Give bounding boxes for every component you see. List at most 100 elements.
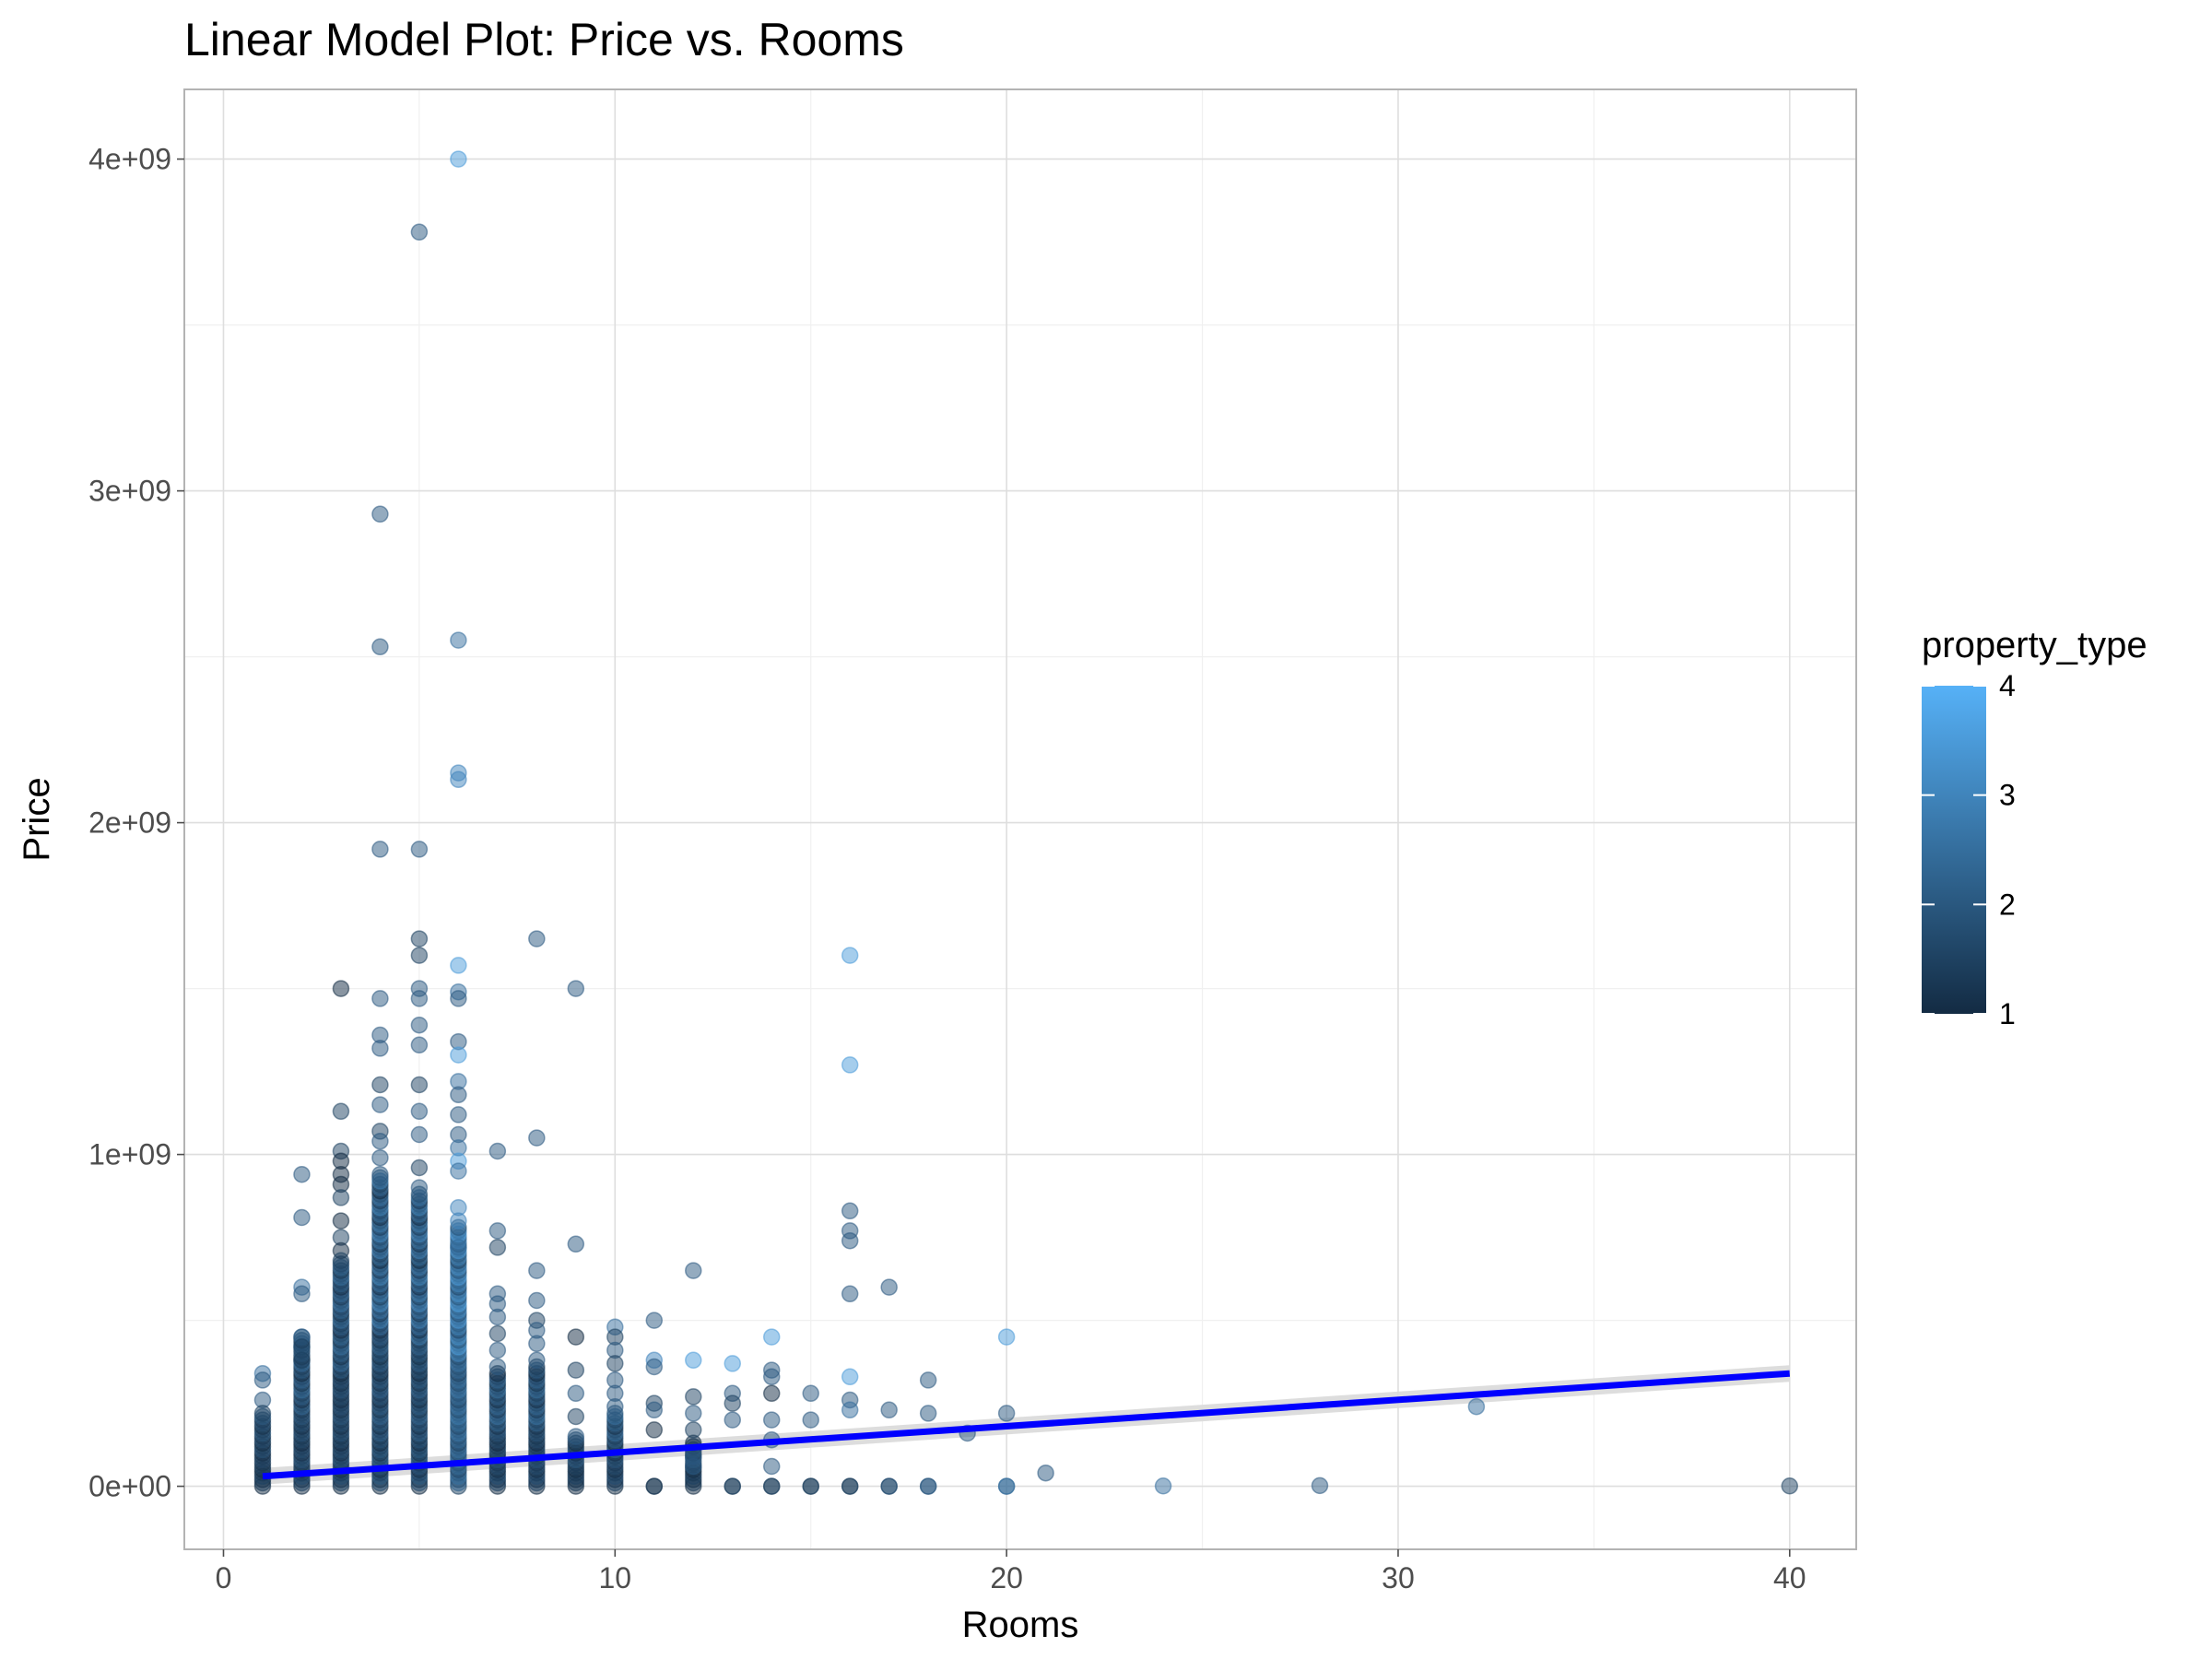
- data-point: [450, 1086, 467, 1104]
- data-point: [253, 1405, 272, 1422]
- legend-tick-label: 1: [1999, 997, 2016, 1030]
- data-point: [645, 1421, 664, 1439]
- data-point: [332, 980, 350, 997]
- data-point: [528, 930, 546, 947]
- data-point: [488, 1324, 507, 1343]
- data-point: [645, 1358, 664, 1376]
- data-point: [488, 1239, 507, 1256]
- data-point: [567, 1328, 585, 1346]
- data-point: [488, 1142, 507, 1160]
- y-tick-label: 3e+09: [88, 475, 171, 508]
- data-point: [606, 1397, 624, 1416]
- plot-panel: [184, 89, 1856, 1549]
- data-point: [802, 1411, 819, 1429]
- data-point: [1467, 1397, 1486, 1416]
- data-point: [253, 1371, 272, 1389]
- data-point: [802, 1477, 819, 1495]
- data-point: [371, 505, 389, 524]
- data-point: [450, 150, 467, 168]
- data-point: [488, 1358, 507, 1376]
- data-point: [332, 1102, 350, 1121]
- points-layer: [253, 150, 1799, 1495]
- data-point: [919, 1371, 937, 1389]
- chart-title: Linear Model Plot: Price vs. Rooms: [184, 14, 904, 65]
- x-tick-label: 0: [216, 1561, 232, 1594]
- data-point: [997, 1328, 1016, 1346]
- data-point: [645, 1477, 664, 1495]
- data-point: [371, 1148, 389, 1167]
- legend-ticks: 1 2 3 4: [1922, 669, 2016, 1030]
- data-point: [880, 1278, 898, 1296]
- data-point: [919, 1477, 937, 1495]
- data-point: [410, 1125, 429, 1144]
- data-point: [567, 980, 585, 997]
- data-point: [332, 1189, 350, 1206]
- data-point: [841, 947, 859, 964]
- legend-tick-label: 2: [1999, 888, 2016, 921]
- x-tick-label: 30: [1382, 1561, 1415, 1594]
- data-point: [880, 1477, 898, 1495]
- data-point: [410, 841, 429, 858]
- data-point: [332, 1212, 350, 1230]
- data-point: [410, 1076, 429, 1094]
- data-point: [724, 1411, 742, 1429]
- y-tick-label: 2e+09: [88, 806, 171, 840]
- data-point: [450, 957, 467, 974]
- data-point: [528, 1291, 546, 1310]
- data-point: [841, 1401, 859, 1419]
- data-point: [332, 1252, 350, 1270]
- x-axis-title: Rooms: [962, 1605, 1079, 1645]
- data-point: [410, 1036, 429, 1054]
- data-point: [762, 1328, 781, 1346]
- data-point: [1154, 1477, 1172, 1495]
- y-tick-label: 1e+09: [88, 1138, 171, 1171]
- data-point: [880, 1401, 898, 1419]
- plot-panel-border: [183, 88, 1857, 1550]
- data-point: [488, 1222, 507, 1240]
- data-point: [410, 930, 429, 947]
- data-point: [841, 1202, 859, 1220]
- data-point: [567, 1384, 585, 1403]
- regression-line: [262, 1370, 1791, 1480]
- data-point: [685, 1351, 702, 1370]
- x-tick-label: 10: [599, 1561, 632, 1594]
- data-point: [450, 1106, 467, 1124]
- data-point: [1037, 1464, 1054, 1482]
- data-point: [293, 1285, 311, 1303]
- data-point: [371, 1040, 389, 1057]
- data-point: [293, 1208, 311, 1227]
- data-point: [528, 1335, 546, 1353]
- data-point: [762, 1457, 781, 1476]
- data-point: [410, 223, 429, 241]
- data-point: [293, 1351, 311, 1370]
- data-point: [841, 1231, 859, 1250]
- y-axis-ticks: 0e+00 1e+09 2e+09 3e+09 4e+09: [88, 143, 184, 1503]
- data-point: [528, 1351, 546, 1370]
- data-point: [841, 1477, 859, 1495]
- data-point: [371, 990, 389, 1007]
- data-point: [724, 1477, 742, 1495]
- data-point: [371, 1096, 389, 1113]
- data-point: [685, 1405, 702, 1422]
- data-point: [841, 1056, 859, 1074]
- x-axis-ticks: 0 10 20 30 40: [216, 1549, 1806, 1594]
- fit-layer: [262, 1370, 1791, 1480]
- data-point: [762, 1477, 781, 1495]
- y-tick-label: 0e+00: [88, 1470, 171, 1503]
- data-point: [724, 1355, 742, 1372]
- y-tick-label: 4e+09: [88, 143, 171, 176]
- data-point: [410, 1159, 429, 1177]
- data-point: [371, 1132, 389, 1150]
- data-point: [450, 1212, 467, 1230]
- data-point: [450, 771, 467, 789]
- data-point: [919, 1405, 937, 1422]
- legend: property_type 1 2 3 4: [1922, 625, 2147, 1030]
- data-point: [410, 1016, 429, 1034]
- data-point: [802, 1384, 819, 1403]
- data-point: [371, 841, 389, 858]
- data-point: [762, 1368, 781, 1386]
- data-point: [841, 1368, 859, 1386]
- data-point: [410, 1179, 429, 1196]
- data-point: [450, 631, 467, 649]
